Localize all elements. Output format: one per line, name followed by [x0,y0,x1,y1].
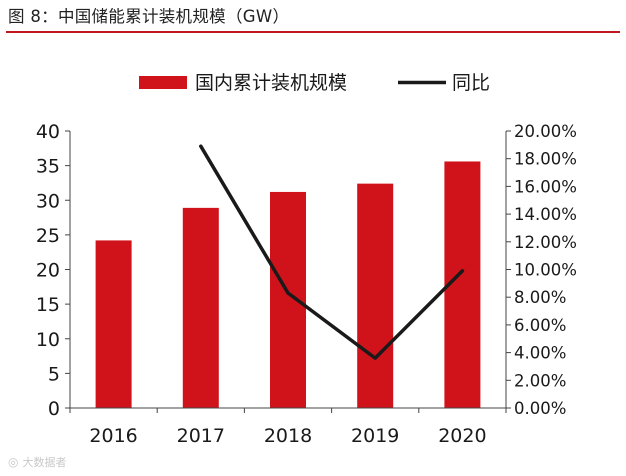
y-right-tick-label: 16.00% [514,177,577,196]
watermark: ◎ 大数据者 [8,454,66,470]
y-right-tick-label: 14.00% [514,205,577,224]
y-left-tick-label: 15 [36,294,60,316]
y-left-tick-label: 20 [36,260,60,282]
figure-title: 图 8：中国储能累计装机规模（GW） [8,7,290,26]
legend: 国内累计装机规模 同比 [139,72,490,94]
x-tick-label: 2020 [438,425,486,447]
x-tick-label: 2016 [89,425,137,447]
legend-line-label: 同比 [452,72,490,94]
bar-2018 [270,191,306,408]
y-right-tick-label: 10.00% [514,261,577,280]
y-left-tick-label: 35 [36,156,60,178]
bar-2016 [95,240,132,408]
y-left-tick-label: 40 [36,121,60,143]
y-left-tick-label: 30 [36,190,60,212]
y-left-tick-label: 25 [36,225,60,247]
title-rule [6,31,620,33]
watermark-text: 大数据者 [22,456,67,469]
y-left-tick-label: 0 [48,398,60,420]
bar-2017 [182,207,219,408]
yoy-line [199,144,465,360]
x-tick-label: 2018 [264,425,312,447]
legend-bar-swatch [139,76,187,89]
y-right-tick-label: 8.00% [514,288,566,307]
x-tick-label: 2019 [351,425,399,447]
y-right-tick-label: 20.00% [514,122,577,141]
y-right-tick-label: 6.00% [514,316,566,335]
x-tick-label: 2017 [177,425,225,447]
y-right-tick-label: 2.00% [514,371,566,390]
y-left-tick-label: 10 [36,329,60,351]
legend-bar-label: 国内累计装机规模 [195,72,347,94]
bar-2019 [357,183,394,408]
y-left-tick-label: 5 [48,363,60,385]
circle-logo-icon: ◎ [8,455,19,469]
y-right-tick-label: 4.00% [514,344,566,363]
y-right-tick-label: 18.00% [514,150,577,169]
y-right-tick-label: 12.00% [514,233,577,252]
y-right-tick-label: 0.00% [514,399,566,418]
